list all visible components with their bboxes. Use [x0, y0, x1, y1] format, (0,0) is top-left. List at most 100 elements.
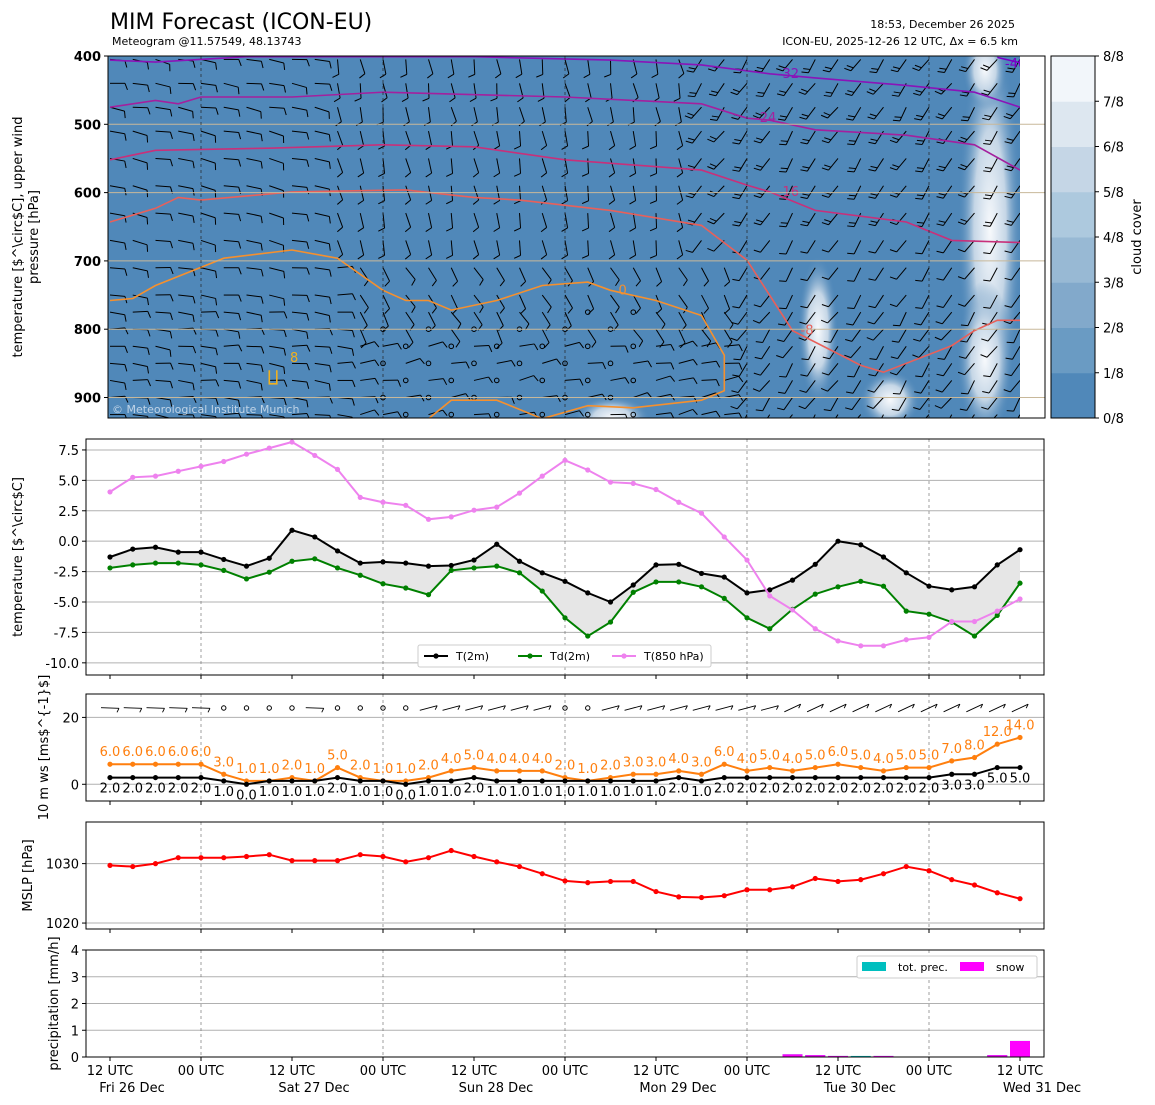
y-tick-label: -5.0 [54, 596, 79, 611]
y-tick-label: 0 [71, 1051, 79, 1066]
wind-barb [587, 362, 607, 370]
wind-barb [632, 267, 641, 287]
cloud-area [860, 370, 920, 418]
wind-barb [269, 294, 286, 306]
wind-barb [155, 212, 173, 221]
wind-barb [776, 328, 793, 342]
wind-speed-value-label: 3.0 [941, 778, 962, 793]
mslp-point [243, 853, 250, 860]
x-tick-label: 12 UTC [269, 1064, 315, 1079]
wind-barb [1003, 311, 1020, 325]
wind-speed-point [221, 778, 227, 784]
wind-barb [913, 328, 930, 342]
wind-speed-point [994, 764, 1000, 771]
wind-barb [450, 107, 457, 127]
y-tick-label: -7.5 [54, 626, 79, 641]
colorbar-segment [1051, 191, 1095, 238]
wind-barb [753, 212, 771, 226]
wind-barb [223, 212, 242, 222]
wind-barb [935, 311, 953, 325]
wind-barb [755, 83, 771, 98]
wind-barb [519, 294, 527, 315]
t2m-point [994, 562, 1000, 568]
wind-speed-point [721, 774, 727, 781]
legend-entry: T(2m) [455, 650, 489, 663]
wind-barb [678, 340, 698, 347]
gust-point [653, 771, 659, 777]
wind-barb [447, 59, 455, 79]
mslp-point [789, 884, 796, 890]
t850-point [289, 439, 295, 445]
wind-barb [451, 361, 470, 369]
wind-barb [869, 346, 884, 361]
mslp-point [152, 861, 159, 867]
wind-barb [246, 414, 264, 418]
mslp-point [767, 887, 773, 893]
wind-barb [291, 362, 310, 371]
t2m-point [198, 549, 204, 555]
wind-barb [1006, 397, 1020, 412]
y-tick-label: -2.5 [54, 566, 79, 581]
colorbar-tick-label: 6/8 [1103, 141, 1124, 156]
wind-barb [359, 294, 369, 314]
colorbar-segment [1051, 372, 1095, 419]
wind-speed-point [562, 778, 568, 784]
td2m-point [266, 569, 272, 575]
wind-barb [132, 362, 149, 374]
gust-point [789, 768, 796, 774]
wind-barb [980, 59, 998, 71]
wind-barb [1004, 212, 1020, 226]
calm-wind-marker [402, 377, 409, 384]
wind-barb [733, 346, 748, 361]
wind-barb [776, 83, 793, 97]
wind-speed-point [767, 774, 773, 781]
isotherm-contour [109, 143, 1020, 244]
wind-barb [581, 131, 590, 150]
wind-barb [471, 107, 478, 127]
mslp-point [903, 863, 909, 870]
wind-barb [333, 83, 341, 103]
y-axis-label: MSLP [hPa] [21, 839, 36, 911]
wind-barb [684, 106, 702, 119]
t850-point [698, 510, 705, 516]
t2m-point [107, 554, 113, 560]
surface-calm-marker [289, 705, 295, 711]
wind-barb [405, 358, 425, 365]
wind-barb [957, 363, 975, 376]
wind-barb [607, 107, 614, 127]
mslp-point [357, 852, 363, 858]
surface-calm-marker [266, 705, 272, 711]
wind-barb [446, 213, 454, 232]
wind-barb [707, 158, 725, 170]
surface-wind-barb [669, 705, 688, 711]
t2m-point [698, 570, 705, 577]
wind-barb [801, 346, 816, 361]
wind-barb [314, 212, 331, 224]
mslp-point [744, 887, 750, 893]
surface-wind-barb [442, 705, 461, 711]
surface-calm-marker [243, 705, 250, 711]
wind-speed-point [744, 774, 750, 781]
isotherm-contour [109, 189, 1020, 374]
mslp-point [380, 853, 386, 860]
t850-point [903, 637, 909, 643]
wind-speed-value-label: 5.0 [987, 772, 1008, 787]
t2m-point [607, 599, 614, 605]
t850-point [1017, 596, 1023, 602]
wind-barb [109, 106, 126, 119]
mslp-point [312, 858, 318, 864]
x-tick-label: 12 UTC [633, 1064, 679, 1079]
wind-barb [1005, 59, 1020, 73]
wind-barb [382, 294, 391, 314]
mslp-point [926, 868, 932, 874]
surface-wind-barb [305, 707, 325, 713]
surface-wind-barb [897, 703, 915, 713]
wind-barb [936, 158, 953, 172]
gust-value-label: 4.0 [441, 752, 462, 767]
wind-barb [844, 345, 862, 359]
mslp-point [562, 878, 568, 884]
y-tick-label: 700 [74, 255, 101, 270]
wind-barb [223, 311, 242, 321]
wind-barb [513, 131, 522, 150]
t2m-point [880, 554, 887, 560]
